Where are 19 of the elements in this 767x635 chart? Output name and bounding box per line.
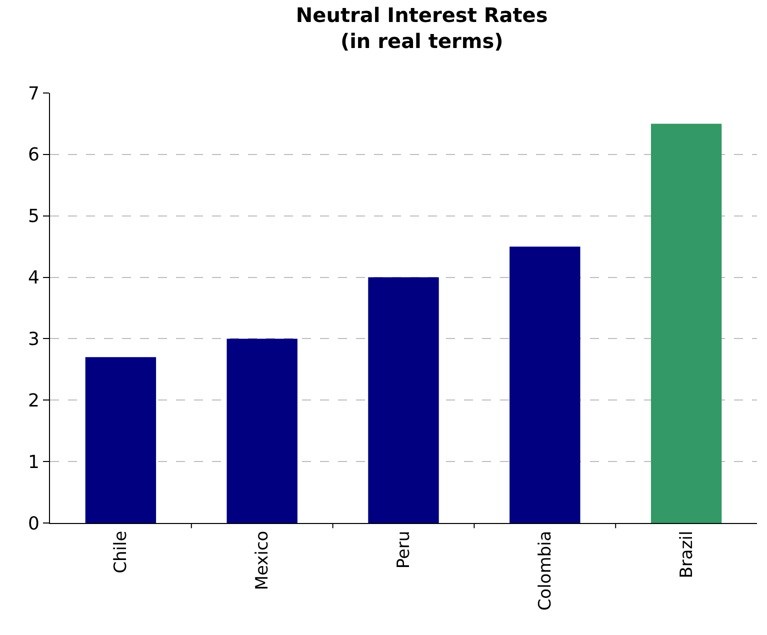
y-tick-label: 7 [28,83,40,104]
y-tick-label: 3 [28,329,40,350]
y-tick-label: 0 [28,513,40,534]
x-tick-label: Peru [394,530,414,569]
bar [85,357,156,523]
chart-title: Neutral Interest Rates (in real terms) [296,3,548,54]
bar [368,277,439,523]
bar [226,338,298,523]
bar [650,124,722,523]
y-tick-label: 5 [28,206,40,228]
x-tick-label: Mexico [252,530,273,590]
x-tick-label: Chile [111,530,132,574]
y-tick-label: 2 [28,390,40,412]
x-tick-label: Brazil [676,530,697,578]
bar [510,246,580,523]
x-tick-label: Colombia [535,530,556,611]
y-tick-label: 4 [28,268,40,289]
y-tick-label: 1 [28,452,40,473]
y-tick-label: 6 [28,144,40,166]
